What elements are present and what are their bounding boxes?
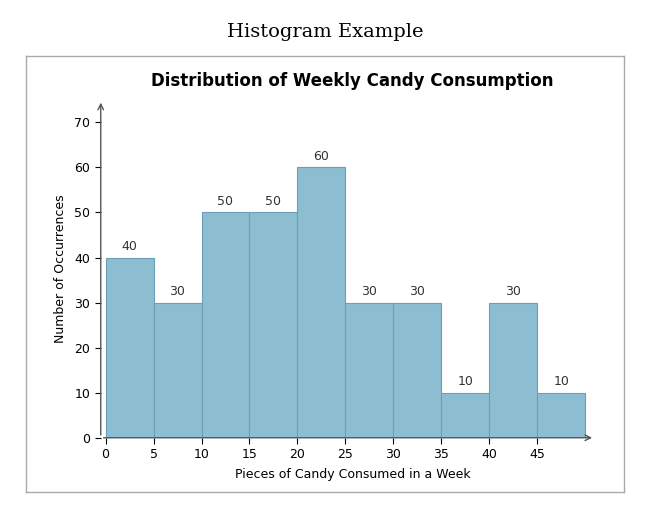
Title: Distribution of Weekly Candy Consumption: Distribution of Weekly Candy Consumption bbox=[151, 72, 554, 90]
Bar bbox=[489, 303, 538, 438]
Bar bbox=[153, 303, 202, 438]
Bar bbox=[393, 303, 441, 438]
Text: 30: 30 bbox=[506, 285, 521, 298]
Bar bbox=[441, 393, 489, 438]
Text: Histogram Example: Histogram Example bbox=[227, 23, 423, 41]
Text: 40: 40 bbox=[122, 240, 137, 253]
Text: 30: 30 bbox=[410, 285, 425, 298]
Bar bbox=[202, 212, 250, 438]
Bar bbox=[250, 212, 298, 438]
Text: 50: 50 bbox=[218, 195, 233, 208]
Text: 50: 50 bbox=[265, 195, 281, 208]
Bar bbox=[538, 393, 585, 438]
X-axis label: Pieces of Candy Consumed in a Week: Pieces of Candy Consumed in a Week bbox=[235, 468, 471, 481]
Text: 30: 30 bbox=[170, 285, 185, 298]
Text: 10: 10 bbox=[458, 375, 473, 388]
Text: 30: 30 bbox=[361, 285, 378, 298]
Text: 10: 10 bbox=[553, 375, 569, 388]
Text: 60: 60 bbox=[313, 150, 330, 163]
Bar bbox=[105, 258, 153, 438]
Bar bbox=[298, 167, 345, 438]
Bar bbox=[345, 303, 393, 438]
Y-axis label: Number of Occurrences: Number of Occurrences bbox=[55, 195, 68, 343]
